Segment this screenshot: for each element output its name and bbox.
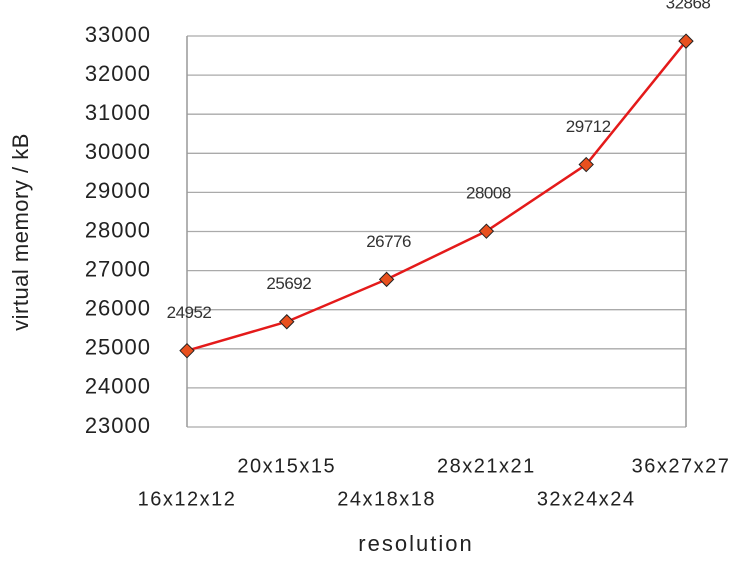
y-tick-label: 24000 — [85, 374, 151, 399]
data-label: 24952 — [167, 303, 212, 322]
y-tick-label: 23000 — [85, 413, 151, 438]
y-tick-label: 32000 — [85, 61, 151, 86]
data-line — [186, 40, 687, 352]
marker — [279, 314, 295, 330]
marker — [578, 156, 594, 173]
y-axis-label: virtual memory / kB — [8, 133, 33, 331]
data-label: 28008 — [466, 184, 511, 203]
marker — [678, 33, 694, 49]
y-tick-label: 29000 — [85, 178, 151, 203]
marker — [179, 342, 195, 359]
data-label: 26776 — [366, 232, 411, 251]
y-tick-label: 30000 — [85, 139, 151, 164]
y-tick-label: 33000 — [85, 22, 151, 47]
data-label: 25692 — [266, 274, 311, 293]
x-tick-label: 24x18x18 — [337, 488, 436, 510]
y-tick-label: 26000 — [85, 296, 151, 321]
y-tick-label: 31000 — [85, 100, 151, 125]
y-tick-label: 27000 — [85, 256, 151, 281]
x-tick-label: 20x15x15 — [237, 455, 336, 477]
x-axis-label: resolution — [358, 531, 473, 556]
y-tick-label: 28000 — [85, 217, 151, 242]
marker — [378, 271, 395, 288]
x-tick-label: 16x12x12 — [138, 488, 237, 510]
x-tick-label: 28x21x21 — [437, 455, 536, 477]
marker — [478, 223, 495, 239]
data-label: 32868 — [666, 0, 711, 13]
y-tick-label: 25000 — [85, 335, 151, 360]
x-tick-label: 36x27x27 — [632, 455, 731, 477]
data-label: 29712 — [566, 117, 611, 136]
x-tick-label: 32x24x24 — [537, 488, 636, 510]
